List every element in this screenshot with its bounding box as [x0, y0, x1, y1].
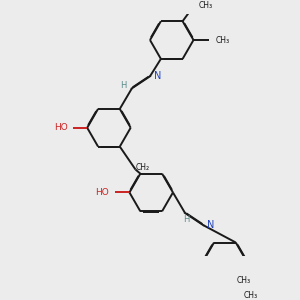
Text: N: N [207, 220, 214, 230]
Text: CH₃: CH₃ [244, 291, 258, 300]
Text: CH₂: CH₂ [136, 163, 150, 172]
Text: CH₃: CH₃ [236, 276, 250, 285]
Text: H: H [183, 214, 189, 224]
Text: H: H [120, 82, 127, 91]
Text: N: N [154, 71, 161, 81]
Text: CH₃: CH₃ [199, 1, 213, 10]
Text: CH₃: CH₃ [216, 35, 230, 44]
Text: HO: HO [95, 188, 109, 197]
Text: HO: HO [54, 123, 68, 132]
